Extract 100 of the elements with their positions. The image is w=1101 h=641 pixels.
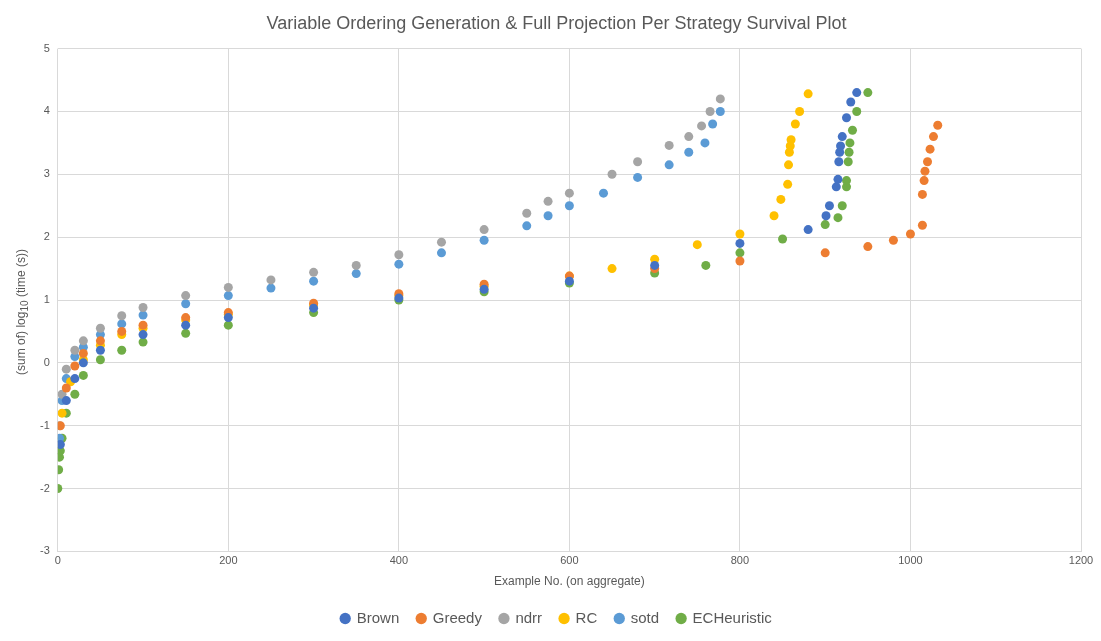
point	[917, 220, 927, 230]
point	[664, 160, 674, 170]
point	[843, 157, 853, 167]
point	[117, 311, 127, 321]
point	[708, 119, 718, 129]
point	[78, 370, 88, 380]
point	[95, 336, 105, 346]
point	[919, 176, 929, 186]
point	[784, 160, 794, 170]
legend-label: Brown	[356, 608, 400, 626]
point	[351, 269, 361, 279]
point	[181, 299, 191, 309]
x-tick-label: 0	[54, 554, 61, 567]
y-tick-label: 1	[43, 293, 50, 306]
point	[223, 313, 233, 323]
point	[95, 323, 105, 333]
point	[795, 106, 805, 116]
point	[394, 259, 404, 269]
legend-label: ndrr	[515, 608, 543, 626]
point	[847, 125, 857, 135]
legend-label: sotd	[630, 608, 660, 626]
point	[769, 211, 779, 221]
x-tick-label: 800	[730, 554, 750, 567]
y-tick-label: -3	[40, 544, 50, 557]
point	[834, 157, 844, 167]
point	[181, 320, 191, 330]
point	[61, 364, 71, 374]
point	[786, 135, 796, 145]
point	[778, 234, 788, 244]
point	[917, 189, 927, 199]
point	[888, 235, 898, 245]
point	[436, 248, 446, 258]
x-axis-title: Example No. (on aggregate)	[494, 574, 645, 589]
point	[223, 291, 233, 301]
point	[836, 141, 846, 151]
point	[309, 267, 319, 277]
point	[266, 275, 276, 285]
point	[700, 138, 710, 148]
point	[684, 132, 694, 142]
y-tick-label: -2	[40, 481, 50, 494]
point	[61, 383, 71, 393]
point	[223, 282, 233, 292]
point	[223, 320, 233, 330]
point	[863, 242, 873, 252]
point	[57, 440, 65, 450]
point	[697, 121, 707, 131]
point	[543, 211, 553, 221]
point	[820, 248, 830, 258]
point	[837, 132, 847, 142]
point	[705, 106, 715, 116]
point	[715, 94, 725, 104]
point	[735, 238, 745, 248]
point	[394, 250, 404, 260]
point	[844, 147, 854, 157]
point	[863, 88, 873, 98]
x-tick-label: 600	[560, 554, 579, 567]
point	[117, 326, 127, 336]
point	[735, 229, 745, 239]
point	[684, 147, 694, 157]
point	[351, 260, 361, 270]
point	[803, 225, 813, 235]
legend-label: ECHeuristic	[692, 608, 773, 626]
point	[95, 355, 105, 365]
point	[842, 113, 852, 123]
point	[138, 337, 148, 347]
point	[479, 235, 489, 245]
point	[664, 140, 674, 150]
y-tick-label: 2	[43, 230, 50, 243]
point	[833, 213, 843, 223]
point	[846, 97, 856, 107]
y-tick-label: 5	[43, 41, 50, 54]
point	[928, 132, 938, 142]
point	[78, 348, 88, 358]
point	[95, 345, 105, 355]
y-tick-label: -1	[40, 418, 50, 431]
point	[735, 256, 745, 266]
point	[564, 188, 574, 198]
point	[790, 119, 800, 129]
point	[920, 166, 930, 176]
point	[783, 179, 793, 189]
y-tick-label: 0	[43, 355, 50, 368]
point	[821, 211, 831, 221]
point	[138, 303, 148, 313]
point	[543, 196, 553, 206]
y-tick-label: 3	[43, 167, 50, 180]
point	[837, 201, 847, 211]
point	[692, 240, 702, 250]
point	[905, 229, 915, 239]
point	[776, 194, 786, 204]
point	[266, 283, 276, 293]
point	[522, 221, 532, 231]
point	[70, 345, 80, 355]
point	[61, 396, 71, 406]
point	[181, 328, 191, 338]
point	[70, 374, 80, 384]
point	[852, 106, 862, 116]
chart-title: Variable Ordering Generation & Full Projection Per Strategy Survival Plot	[266, 12, 847, 33]
point	[70, 389, 80, 399]
point	[138, 330, 148, 340]
point	[735, 248, 745, 258]
